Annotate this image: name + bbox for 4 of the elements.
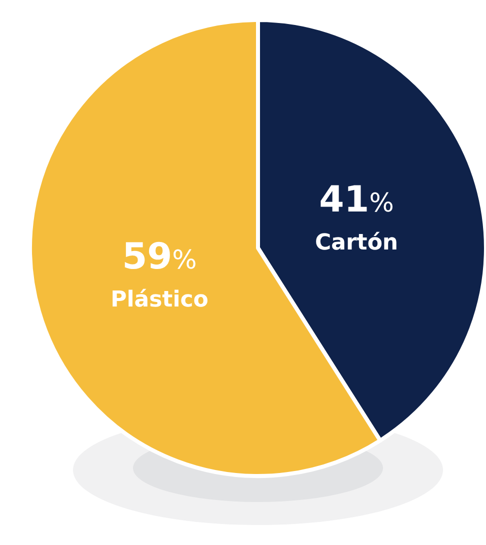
data-label: 59% (122, 236, 197, 278)
data-label: 41% (319, 179, 394, 220)
slice-label: Plástico (110, 288, 208, 313)
slice-label: Cartón (314, 230, 398, 256)
